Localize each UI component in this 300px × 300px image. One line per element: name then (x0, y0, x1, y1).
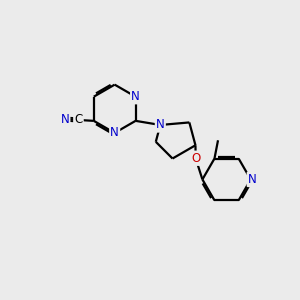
Text: C: C (74, 113, 83, 127)
Text: N: N (110, 126, 119, 140)
Text: N: N (131, 90, 140, 103)
Text: N: N (156, 118, 165, 131)
Text: O: O (191, 152, 200, 165)
Text: N: N (248, 173, 256, 186)
Text: N: N (61, 112, 69, 126)
